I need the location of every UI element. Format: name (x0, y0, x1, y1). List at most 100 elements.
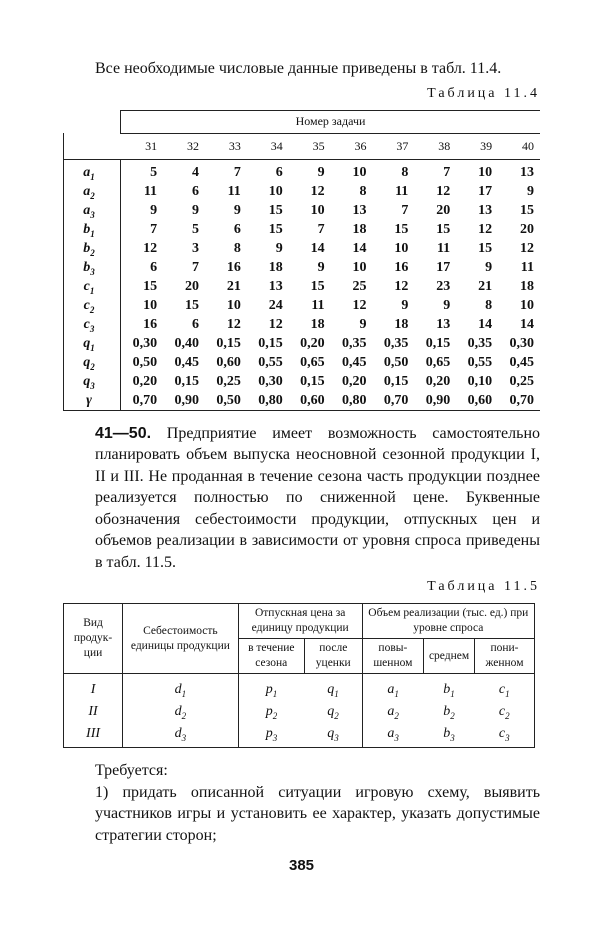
column-number: 32 (186, 138, 199, 153)
requirements-title: Требуется: (95, 762, 168, 779)
table-cell: 12 (394, 278, 409, 294)
header-volume: Объем реализации (тыс. ед.) при уровне с… (361, 603, 536, 639)
table-cell: 7 (414, 158, 457, 182)
row-label: b3 (63, 257, 121, 277)
table-cell: 9 (485, 259, 493, 275)
table-cell: 0,15 (174, 373, 199, 389)
table-cell: q2 (304, 701, 363, 723)
table-cell: 0,70 (372, 390, 415, 411)
product-kind: II (62, 701, 124, 723)
table-cell: a2 (361, 701, 424, 723)
table-cell: 0,40 (174, 335, 199, 351)
table-row: a3 9 9 9 15 10 13 7 20 13 15 (63, 200, 541, 220)
requirements: Требуется: 1) придать описанной ситуации… (95, 760, 540, 846)
table-row: a1 5 4 7 6 9 10 8 7 10 13 (63, 158, 540, 182)
product-kind: III (62, 723, 124, 748)
page-number: 385 (288, 857, 315, 874)
table-cell: 9 (150, 202, 158, 218)
table-11-5-caption: Таблица 11.5 (427, 579, 540, 594)
table-cell: 10 (330, 158, 373, 182)
table-cell: q3 (304, 723, 363, 748)
table-cell: 17 (436, 259, 451, 275)
row-label: γ (63, 390, 121, 411)
table-11-4: Номер задачи 31 32 33 34 35 36 37 38 39 40 a1 5 4 7 6… (63, 109, 541, 411)
table-row: c2 10 15 10 24 11 12 9 9 8 10 (63, 295, 541, 315)
corner-cell (63, 133, 121, 159)
table-cell: 11 (520, 259, 534, 275)
table-cell: 13 (436, 316, 451, 332)
table-row: II d2 p2 q2 a2 b2 c2 (62, 701, 536, 723)
table-cell: 10 (520, 297, 534, 313)
table-row: b1 7 5 6 15 7 18 15 15 12 20 (63, 219, 541, 239)
table-cell: 0,15 (300, 373, 325, 389)
table-row: c3 16 6 12 12 18 9 18 13 14 14 (63, 314, 541, 334)
table-cell: b3 (423, 723, 475, 748)
task-number: 41—50. (95, 424, 152, 442)
column-number: 39 (480, 138, 493, 153)
table-cell: 0,60 (456, 390, 499, 411)
table-cell: 0,60 (216, 354, 241, 370)
table-cell: 9 (443, 297, 451, 313)
table-cell: 15 (310, 278, 325, 294)
table-cell: 10 (268, 183, 283, 199)
table-cell: 13 (268, 278, 283, 294)
table-cell: 0,10 (467, 373, 493, 389)
table-cell: 0,50 (132, 354, 158, 370)
table-cell: 13 (498, 158, 540, 182)
table-cell: 5 (120, 158, 164, 182)
table-cell: 0,80 (330, 390, 373, 411)
book-page: Все необходимые числовые данные приведен… (62, 60, 541, 874)
column-number: 40 (522, 138, 534, 153)
table-cell: b2 (443, 704, 455, 721)
table-row: b3 6 7 16 18 9 10 16 17 9 11 (63, 257, 541, 277)
table-cell: 18 (310, 316, 325, 332)
table-cell: 8 (359, 183, 367, 199)
column-number: 31 (145, 138, 158, 153)
table-cell: 21 (478, 278, 493, 294)
row-label: a2 (63, 181, 121, 201)
table-cell: 12 (520, 240, 534, 256)
table-cell: 0,45 (174, 354, 199, 370)
table-cell: 0,20 (132, 373, 158, 389)
table-cell: 5 (191, 221, 199, 237)
table-cell: 16 (143, 316, 158, 332)
table-cell: 0,60 (288, 390, 331, 411)
table-cell: 0,45 (341, 354, 367, 370)
column-number: 38 (438, 138, 451, 153)
table-cell: 8 (233, 240, 241, 256)
header-kind: Вид продук-ции (62, 603, 124, 674)
table-cell: 15 (143, 278, 158, 294)
table-cell: 0,45 (509, 354, 535, 370)
table-cell: 15 (394, 221, 409, 237)
table-cell: 0,15 (383, 373, 409, 389)
table-cell: 0,80 (246, 390, 289, 411)
table-row: q3 0,20 0,15 0,25 0,30 0,15 0,20 0,15 0,20 0,10 0,… (63, 371, 541, 391)
table-cell: c3 (474, 723, 536, 748)
table-cell: d1 (122, 673, 239, 701)
table-cell: 7 (317, 221, 325, 237)
table-cell: 0,65 (425, 354, 451, 370)
table-cell: 12 (436, 183, 451, 199)
table-cell: d3 (122, 723, 239, 748)
table-cell: p2 (237, 701, 305, 723)
table-row: a2 11 6 11 10 12 8 11 12 17 9 (63, 181, 541, 201)
table-cell: 10 (143, 297, 158, 313)
table-cell: 9 (401, 297, 409, 313)
table-cell: 16 (394, 259, 409, 275)
table-cell: 6 (191, 316, 199, 332)
header-vol-high: повы-шенном (361, 638, 425, 674)
row-label: c2 (63, 295, 121, 315)
table-cell: 20 (184, 278, 199, 294)
table-cell: c1 (474, 673, 536, 701)
table-cell: 0,15 (425, 335, 451, 351)
table-row: γ 0,70 0,90 0,50 0,80 0,60 0,80 0,70 0,90 0,60 0,7… (63, 390, 540, 411)
table-cell: 0,25 (509, 373, 535, 389)
table-cell: 11 (395, 183, 409, 199)
table-cell: 14 (520, 316, 534, 332)
column-number: 35 (312, 138, 325, 153)
table-row: q2 0,50 0,45 0,60 0,55 0,65 0,45 0,50 0,65 0,55 0,… (63, 352, 541, 372)
row-label: b1 (63, 219, 121, 239)
table-cell: 17 (478, 183, 493, 199)
table-cell: 11 (227, 183, 241, 199)
table-cell: 0,50 (204, 390, 247, 411)
